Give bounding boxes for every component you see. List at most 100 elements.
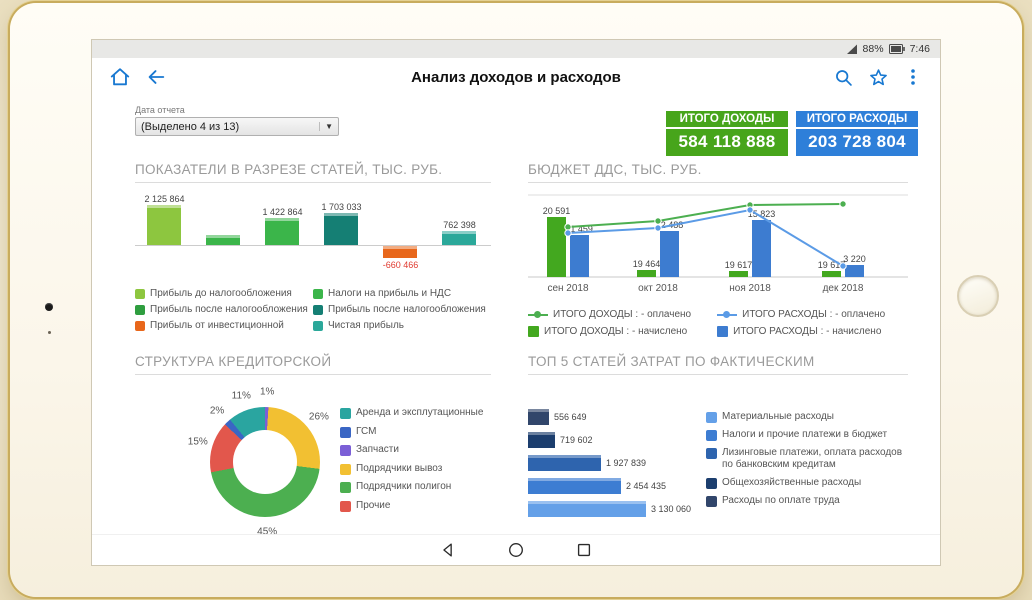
donut-percent-label: 26% [308,411,329,423]
creditor-donut-chart[interactable]: 1% 26% 45% 15% 2% 11% [180,381,356,535]
home-button[interactable] [106,63,134,91]
bar-slot[interactable] [194,189,253,281]
line-series[interactable] [567,203,844,228]
search-button[interactable] [830,64,857,91]
hbar-row[interactable]: 556 649 [528,409,691,425]
hbar-row[interactable]: 2 454 435 [528,478,691,494]
kebab-menu-icon [911,69,915,85]
legend-swatch [135,321,145,331]
legend-swatch [340,482,351,493]
bar-value-label: 11 459 [566,224,593,234]
bar-value-label: 19 617 [725,260,753,270]
bar[interactable] [383,246,417,258]
bar[interactable] [265,218,299,245]
bar-value-label: 1 422 864 [262,207,303,217]
bar-value-label: 19 464 [633,259,661,269]
nav-recents-button[interactable] [573,539,595,561]
back-button[interactable] [142,63,170,91]
bar[interactable] [528,455,601,471]
bar[interactable] [528,432,555,448]
legend-item: Расходы по оплате труда [706,495,908,507]
line-point[interactable] [564,223,572,231]
month-label: окт 2018 [638,283,678,294]
app-toolbar: Анализ доходов и расходов [92,58,940,97]
legend-swatch [340,500,351,512]
nav-back-icon [443,543,452,557]
nav-back-button[interactable] [437,539,459,561]
bar-value-label: 762 398 [443,220,476,230]
legend-swatch [340,426,351,438]
month-label: сен 2018 [547,283,589,294]
bar[interactable] [547,217,566,277]
nav-home-button[interactable] [505,539,527,561]
legend-item: Прибыль от инвестиционной [135,319,313,331]
legend-item: Налоги и прочие платежи в бюджет [706,429,908,441]
bar[interactable] [729,271,748,277]
legend-label: Подрядчики полигон [356,481,452,492]
hbar-row[interactable]: 719 602 [528,432,691,448]
legend-swatch [717,326,729,337]
bar-value-label: 19 617 [818,260,846,270]
overflow-menu-button[interactable] [900,64,926,90]
report-date-select[interactable]: (Выделено 4 из 13) ▼ [135,117,339,136]
bar[interactable] [528,478,621,494]
bar[interactable] [528,409,549,425]
top5-hbar-chart[interactable]: 556 649 719 602 1 927 839 2 454 435 3 130 06… [528,409,691,524]
legend-label: ГСМ [356,425,377,437]
bar-value-label: 2 454 435 [626,481,667,491]
bar[interactable] [324,213,358,245]
bar[interactable] [570,235,589,277]
bar[interactable] [147,205,181,245]
legend-label: Подрядчики вывоз [356,462,443,474]
legend-item: Подрядчики полигон [340,481,483,493]
bar[interactable] [822,271,841,277]
bar[interactable] [442,231,476,245]
dds-combo-chart[interactable]: 20 591 19 464 19 617 19 617 11 459 12 488 15 8… [528,189,908,283]
donut-ring[interactable] [210,407,320,517]
legend-label: ИТОГО РАСХОДЫ : - оплачено [742,309,886,320]
legend-label: Налоги на прибыль и НДС [328,287,452,299]
bar-slot[interactable]: 762 398 [430,189,489,281]
line-point[interactable] [839,200,847,208]
legend-label: Лизинговые платежи, оплата расходов по б… [722,447,903,470]
bar[interactable] [845,265,864,277]
kpi-value: 203 728 804 [796,129,918,156]
kpi-total-income: ИТОГО ДОХОДЫ 584 118 888 [666,111,788,156]
hbar-row[interactable]: 1 927 839 [528,455,691,471]
hbar-row[interactable]: 3 130 060 [528,501,691,517]
star-icon [870,68,887,85]
report-date-filter: Дата отчета (Выделено 4 из 13) ▼ [135,105,339,136]
legend-line-marker [717,311,738,318]
line-point[interactable] [654,217,662,225]
line-point[interactable] [746,206,754,214]
dropdown-caret-icon: ▼ [319,122,333,131]
indicators-bar-chart[interactable]: 2 125 864 1 422 864 1 703 033 -660 466 762 3… [135,189,491,281]
bar[interactable] [528,501,646,517]
line-point[interactable] [564,229,572,237]
panel-top5-costs: ТОП 5 СТАТЕЙ ЗАТРАТ ПО ФАКТИЧЕСКИМ 556 6… [528,354,908,535]
clock: 7:46 [909,43,930,55]
legend-item: Подрядчики вывоз [340,463,483,475]
filter-label: Дата отчета [135,105,185,115]
tablet-hardware-button[interactable] [957,275,999,317]
line-point[interactable] [654,224,662,232]
bar-slot[interactable]: 1 422 864 [253,189,312,281]
legend-label: Чистая прибыль [328,319,404,331]
bar-slot[interactable]: 1 703 033 [312,189,371,281]
legend-item: Запчасти [340,444,483,456]
legend-item: ИТОГО РАСХОДЫ : - оплачено [717,309,885,320]
bar[interactable] [637,270,656,277]
favorite-button[interactable] [865,64,892,91]
legend-label: Прибыль до налогообложения [150,287,292,299]
legend-line-dot [723,311,731,318]
bar-slot[interactable]: 2 125 864 [135,189,194,281]
bar[interactable] [660,231,679,277]
legend-label: Общехозяйственные расходы [722,477,862,488]
bar-slot[interactable]: -660 466 [371,189,430,281]
line-series[interactable] [567,208,844,267]
line-point[interactable] [839,262,847,270]
legend-label: Прочие [356,499,391,511]
bar[interactable] [752,220,771,277]
bar[interactable] [206,235,240,245]
